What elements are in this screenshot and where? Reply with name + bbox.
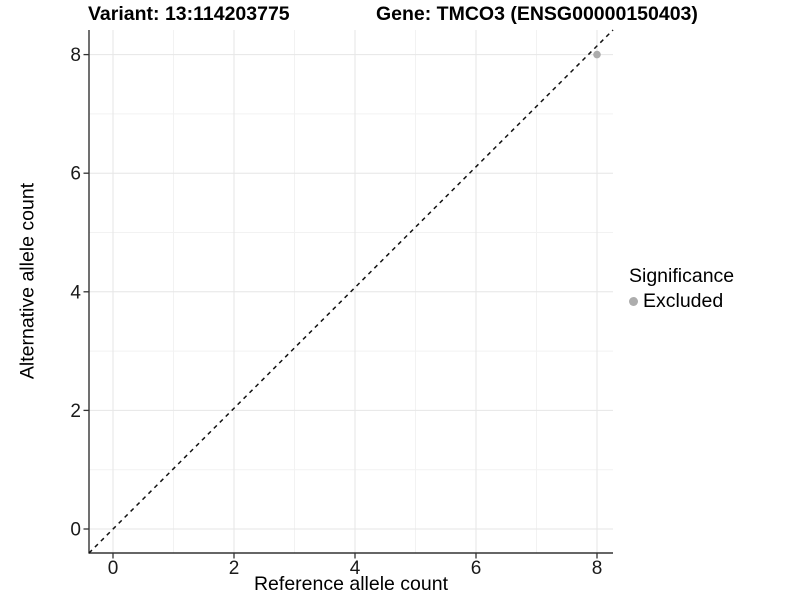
variant-title: Variant: 13:114203775	[88, 3, 290, 25]
legend: Significance Excluded	[629, 265, 734, 313]
y-tick-label: 6	[70, 164, 81, 185]
y-tick-label: 2	[70, 401, 81, 422]
x-axis-title: Reference allele count	[253, 573, 449, 595]
legend-item-excluded: Excluded	[629, 290, 734, 313]
legend-title: Significance	[629, 265, 735, 287]
data-point-excluded	[593, 50, 601, 59]
y-axis-title: Alternative allele count	[16, 182, 39, 380]
x-tick-label: 4	[350, 558, 361, 579]
x-tick-label: 0	[108, 558, 119, 579]
legend-item-label: Excluded	[643, 290, 724, 312]
y-tick-label: 0	[70, 520, 81, 541]
excluded-point-icon	[629, 297, 638, 306]
x-tick-label: 2	[229, 558, 240, 579]
y-tick-label: 4	[70, 282, 81, 303]
y-tick-label: 8	[70, 45, 81, 66]
gene-title: Gene: TMCO3 (ENSG00000150403)	[376, 3, 698, 25]
identity-line	[88, 29, 614, 554]
x-tick-label: 6	[471, 558, 482, 579]
x-tick-label: 8	[592, 558, 603, 579]
